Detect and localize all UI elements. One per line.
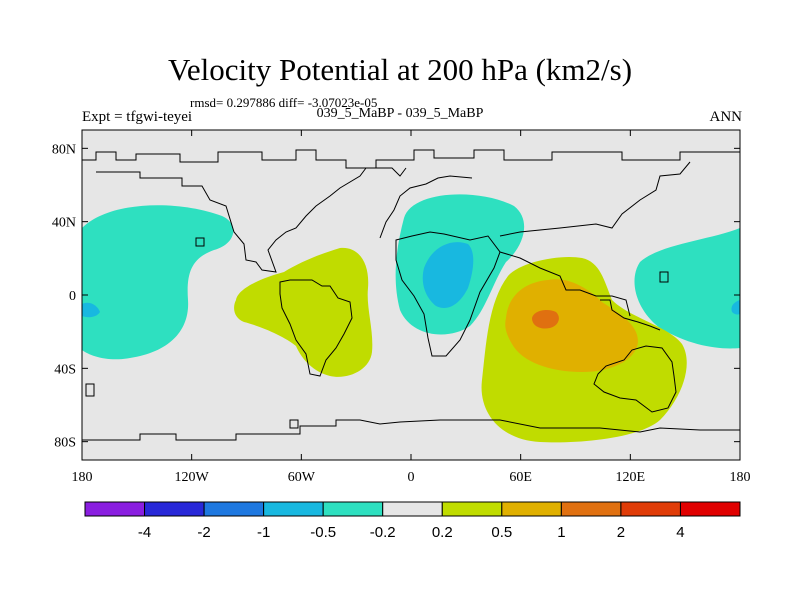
x-tick-label: 120E: [616, 470, 646, 485]
x-tick-label: 0: [408, 470, 415, 485]
colorbar-swatch: [203, 501, 265, 517]
coast-europe: [379, 175, 473, 239]
coast-greenland: [376, 167, 407, 177]
y-tick-label: 80S: [54, 436, 76, 451]
colorbar-label: -2: [197, 524, 210, 541]
colorbar-label: -1: [257, 524, 270, 541]
colorbar: -4 -2 -1 -0.5 -0.2 0.2 0.5 1 2 4: [84, 501, 741, 541]
colorbar-swatch: [322, 501, 384, 517]
colorbar-label: 1: [557, 524, 565, 541]
stats-line: rmsd= 0.297886 diff= -3.07023e-05: [190, 95, 378, 110]
y-axis: 80N 40N 0 40S 80S: [52, 142, 740, 451]
x-tick-label: 180: [730, 470, 751, 485]
colorbar-swatch: [263, 501, 324, 517]
cases-label: 039_5_MaBP - 039_5_MaBP: [316, 106, 484, 121]
coast-south-asia: [499, 251, 631, 317]
coast-islands: [85, 237, 669, 429]
colorbar-swatch: [620, 501, 681, 517]
coast-africa: [395, 231, 501, 357]
contour-blue-africa: [422, 242, 474, 308]
x-axis: 180 120W 60W 0 60E 120E 180: [72, 130, 751, 485]
x-tick-label: 60W: [288, 470, 316, 485]
y-tick-label: 40S: [54, 362, 76, 377]
coast-arctic-north: [82, 149, 740, 169]
colorbar-label: -0.5: [310, 524, 336, 541]
colorbar-label: 0.5: [491, 524, 512, 541]
coastlines: [82, 149, 740, 441]
colorbar-swatch: [560, 501, 622, 517]
contour-orange: [532, 310, 559, 329]
colorbar-swatch: [679, 501, 741, 517]
y-tick-label: 40N: [52, 216, 76, 231]
colorbar-swatch: [144, 501, 205, 517]
experiment-label: Expt = tfgwi-teyei: [82, 109, 193, 125]
x-tick-label: 120W: [175, 470, 210, 485]
coast-australia: [593, 345, 677, 413]
contour-blue-east-edge: [731, 300, 740, 315]
contour-cyan-east: [634, 228, 740, 349]
colorbar-swatch: [441, 501, 503, 517]
colorbar-swatch: [501, 501, 562, 517]
colorbar-label: 2: [617, 524, 625, 541]
contour-gold: [505, 279, 638, 372]
x-tick-label: 60E: [509, 470, 532, 485]
colorbar-label: -4: [138, 524, 151, 541]
coast-asia: [499, 161, 691, 237]
colorbar-label: -0.2: [370, 524, 396, 541]
colorbar-swatch: [84, 501, 146, 517]
coast-south-america: [279, 279, 353, 377]
coast-north-america: [96, 167, 367, 273]
colorbar-swatch: [382, 501, 443, 517]
y-tick-label: 80N: [52, 142, 76, 157]
x-tick-label: 180: [72, 470, 93, 485]
coast-indonesia: [600, 299, 661, 331]
season-label: ANN: [709, 109, 743, 125]
plot-title: Velocity Potential at 200 hPa (km2/s): [167, 52, 633, 87]
contour-blue-west-edge: [82, 302, 100, 318]
colorbar-label: 4: [676, 524, 684, 541]
colorbar-label: 0.2: [432, 524, 453, 541]
y-tick-label: 0: [69, 289, 76, 304]
coast-antarctica: [82, 419, 740, 441]
